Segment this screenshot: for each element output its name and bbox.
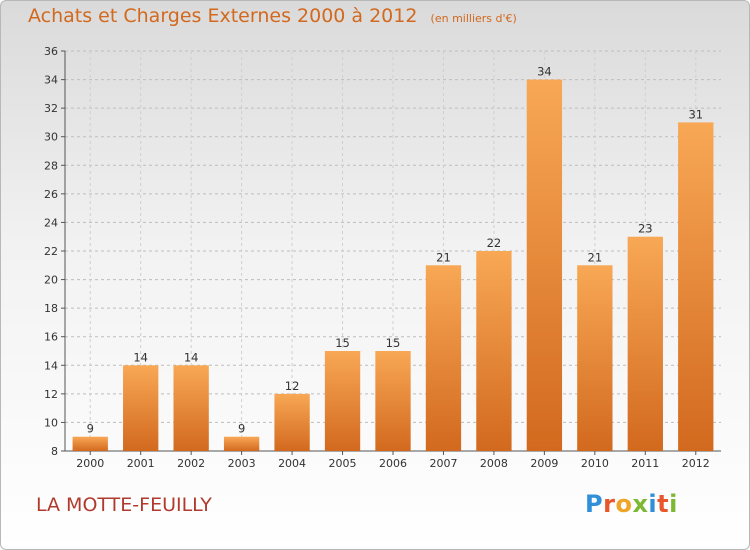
y-tick-label: 8 <box>51 445 58 458</box>
axes: 8 10 12 14 16 18 20 22 24 26 28 30 32 34 36 2000 2001 200… <box>44 45 721 470</box>
x-tick-label: 2004 <box>278 457 306 470</box>
chart-unit: (en milliers d'€) <box>430 12 517 25</box>
value-label-2011: 23 <box>638 222 653 236</box>
x-tick-label: 2000 <box>76 457 104 470</box>
y-tick-label: 12 <box>44 388 58 401</box>
bars <box>72 79 714 452</box>
logo-letter: i <box>669 490 678 518</box>
bar-2011 <box>627 236 663 451</box>
commune-name: LA MOTTE-FEUILLY <box>36 494 212 516</box>
title-block: Achats et Charges Externes 2000 à 2012 (… <box>28 5 517 27</box>
value-label-2006: 15 <box>386 336 401 350</box>
value-label-2008: 22 <box>487 236 502 250</box>
value-label-2003: 9 <box>238 422 245 436</box>
bar-2002 <box>173 365 209 451</box>
bar-2001 <box>123 365 159 451</box>
y-tick-label: 20 <box>44 274 58 287</box>
value-label-2002: 14 <box>184 350 199 364</box>
y-tick-label: 24 <box>44 216 58 229</box>
value-labels: 9 14 14 9 12 15 15 21 22 34 21 23 31 <box>87 65 704 436</box>
value-label-2009: 34 <box>537 65 552 79</box>
bar-2009 <box>526 79 563 452</box>
y-tick-label: 34 <box>44 74 58 87</box>
y-tick-label: 14 <box>44 359 58 372</box>
logo-letter: P <box>585 490 604 518</box>
bar-2005 <box>324 351 361 451</box>
y-tick-label: 26 <box>44 188 58 201</box>
y-tick-label: 10 <box>44 416 58 429</box>
y-tick-label: 36 <box>44 45 58 58</box>
x-tick-label: 2005 <box>329 457 357 470</box>
proxiti-logo: Proxiti <box>585 490 678 518</box>
x-tick-label: 2001 <box>127 457 155 470</box>
y-tick-label: 28 <box>44 159 58 172</box>
x-tick-label: 2007 <box>429 457 457 470</box>
bar-2004 <box>274 393 310 451</box>
x-tick-label: 2012 <box>682 457 710 470</box>
value-label-2007: 21 <box>436 250 451 264</box>
x-tick-label: 2009 <box>530 457 558 470</box>
logo-letter: r <box>603 490 616 518</box>
x-tick-label: 2010 <box>581 457 609 470</box>
y-tick-label: 18 <box>44 302 58 315</box>
logo-letter: x <box>632 490 649 518</box>
value-label-2012: 31 <box>688 107 703 121</box>
y-tick-label: 30 <box>44 131 58 144</box>
value-label-2005: 15 <box>335 336 350 350</box>
bar-2006 <box>375 351 411 451</box>
logo-letter: t <box>657 490 670 518</box>
y-tick-label: 16 <box>44 331 58 344</box>
bar-2010 <box>577 265 613 451</box>
bar-2003 <box>223 436 260 451</box>
x-tick-label: 2008 <box>480 457 508 470</box>
value-label-2000: 9 <box>87 422 94 436</box>
y-tick-label: 22 <box>44 245 58 258</box>
logo-letter: o <box>615 490 633 518</box>
bar-2007 <box>425 265 462 451</box>
chart-title: Achats et Charges Externes 2000 à 2012 <box>28 5 418 27</box>
x-tick-label: 2002 <box>177 457 205 470</box>
y-tick-label: 32 <box>44 102 58 115</box>
x-tick-label: 2006 <box>379 457 407 470</box>
bar-2008 <box>476 251 512 451</box>
x-tick-label: 2011 <box>631 457 659 470</box>
value-label-2010: 21 <box>588 250 603 264</box>
value-label-2004: 12 <box>285 379 300 393</box>
logo-letter: i <box>648 490 658 518</box>
bar-2000 <box>72 436 108 451</box>
x-tick-label: 2003 <box>228 457 256 470</box>
bar-2012 <box>678 122 714 451</box>
value-label-2001: 14 <box>133 350 148 364</box>
